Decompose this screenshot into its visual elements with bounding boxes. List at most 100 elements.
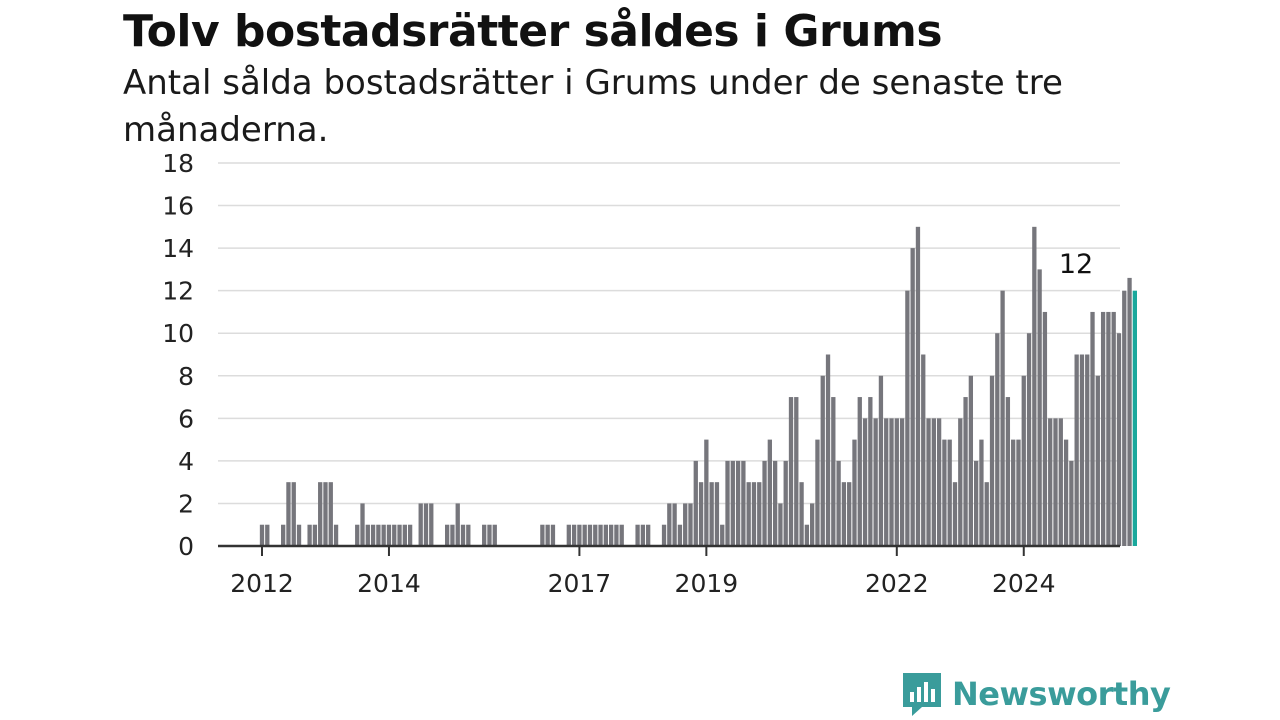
bar xyxy=(746,482,751,546)
y-tick-label: 10 xyxy=(162,319,194,348)
bar xyxy=(730,460,735,546)
bar xyxy=(1032,226,1037,546)
bar xyxy=(757,482,762,546)
bar xyxy=(947,439,952,546)
bar xyxy=(688,503,693,546)
bar xyxy=(974,460,979,546)
x-tick-label: 2014 xyxy=(357,569,421,598)
bar xyxy=(804,524,810,546)
y-tick-label: 14 xyxy=(162,234,194,263)
chart-title: Tolv bostadsrätter såldes i Grums xyxy=(123,6,943,57)
bar xyxy=(1058,418,1063,546)
bar xyxy=(328,482,333,546)
highlight-bar xyxy=(1132,290,1137,546)
bar xyxy=(397,524,402,546)
bar xyxy=(1016,439,1021,546)
bar xyxy=(392,524,397,546)
bar xyxy=(1079,354,1085,546)
highlight-value-label: 12 xyxy=(1059,249,1093,280)
bar xyxy=(450,524,455,546)
bar xyxy=(281,524,286,546)
bar xyxy=(619,524,624,546)
y-axis-tick-labels: 0 2 4 6 8 10 12 14 16 18 xyxy=(162,149,194,561)
bars xyxy=(259,226,1137,547)
bar xyxy=(1053,418,1058,546)
y-tick-label: 4 xyxy=(178,447,194,476)
x-tick-label: 2019 xyxy=(675,569,739,598)
bar xyxy=(577,524,582,546)
bar xyxy=(587,524,593,546)
bar xyxy=(905,290,910,546)
bar xyxy=(598,524,603,546)
bar xyxy=(958,418,963,546)
bar xyxy=(936,418,942,546)
bar xyxy=(762,460,767,546)
bar xyxy=(1011,439,1016,546)
gridlines xyxy=(218,162,1120,505)
bar xyxy=(847,482,852,546)
bar xyxy=(608,524,614,546)
bar xyxy=(460,524,466,546)
bar xyxy=(566,524,571,546)
bar xyxy=(360,503,365,546)
bar xyxy=(677,524,683,546)
bar xyxy=(307,524,312,546)
bar xyxy=(995,333,1000,546)
bar xyxy=(942,439,947,546)
bar xyxy=(799,482,804,546)
bar xyxy=(1100,311,1106,546)
bar xyxy=(318,482,323,546)
bar xyxy=(386,524,392,546)
bar xyxy=(614,524,619,546)
bar xyxy=(445,524,450,546)
bar xyxy=(794,397,799,546)
bar xyxy=(603,524,608,546)
bar xyxy=(1021,375,1026,546)
bar xyxy=(862,418,868,546)
bar xyxy=(640,524,646,546)
bar xyxy=(1127,277,1132,546)
newsworthy-logo: Newsworthy xyxy=(900,670,1171,718)
bar xyxy=(429,503,434,546)
newsworthy-bubble-icon xyxy=(903,673,941,716)
bar xyxy=(571,524,577,546)
bar xyxy=(778,503,783,546)
bar xyxy=(1063,439,1069,546)
x-tick-label: 2012 xyxy=(230,569,294,598)
bar xyxy=(751,482,757,546)
y-tick-label: 2 xyxy=(178,489,194,518)
bar xyxy=(265,524,270,546)
bar xyxy=(1111,311,1116,546)
bar xyxy=(884,418,889,546)
bar xyxy=(487,524,492,546)
bar xyxy=(683,503,688,546)
bar xyxy=(593,524,598,546)
bar xyxy=(963,397,968,546)
bar xyxy=(550,524,556,546)
bar xyxy=(407,524,413,546)
bar xyxy=(831,397,836,546)
y-tick-label: 18 xyxy=(162,149,194,178)
bar xyxy=(868,397,873,546)
bar xyxy=(381,524,386,546)
bar xyxy=(899,418,905,546)
bar xyxy=(540,524,545,546)
bar xyxy=(492,524,497,546)
bar xyxy=(709,482,714,546)
bar xyxy=(1106,311,1111,546)
bar xyxy=(788,397,794,546)
x-tick-label: 2022 xyxy=(865,569,929,598)
x-tick-label: 2017 xyxy=(548,569,612,598)
bar xyxy=(635,524,640,546)
bar xyxy=(979,439,984,546)
x-axis-ticks: 2012 2014 2017 2019 2022 2024 xyxy=(230,546,1056,598)
bar xyxy=(1090,311,1095,546)
y-tick-label: 16 xyxy=(162,192,194,221)
bar xyxy=(820,375,825,546)
bar xyxy=(582,524,587,546)
bar xyxy=(783,460,788,546)
bar xyxy=(725,460,730,546)
bar xyxy=(1116,333,1122,546)
bar xyxy=(423,503,429,546)
